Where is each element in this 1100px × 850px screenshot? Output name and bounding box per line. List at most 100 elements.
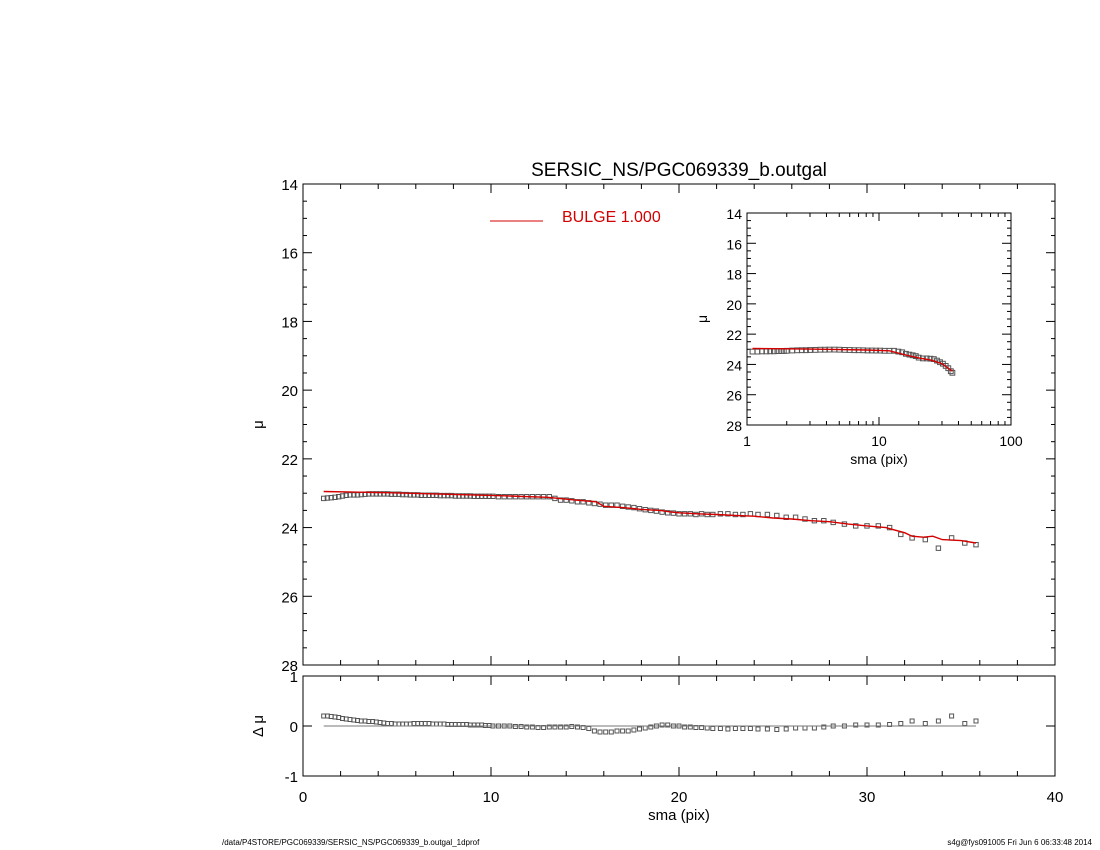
data-point xyxy=(552,724,558,730)
y-tick-label: 22 xyxy=(726,327,742,343)
plot-area xyxy=(749,346,956,376)
data-point xyxy=(619,503,626,510)
data-point xyxy=(475,493,481,500)
data-point xyxy=(575,724,580,730)
data-point xyxy=(471,493,477,500)
data-point xyxy=(377,491,383,497)
data-point xyxy=(898,721,904,726)
data-point xyxy=(864,722,870,728)
model-line xyxy=(752,347,953,372)
data-point xyxy=(586,726,592,731)
data-point xyxy=(569,498,575,504)
data-point xyxy=(935,718,941,724)
data-point xyxy=(373,491,380,497)
data-point xyxy=(482,493,489,500)
data-point xyxy=(614,728,620,734)
data-point xyxy=(384,491,391,497)
y-axis-label: Δ μ xyxy=(250,715,267,737)
data-point xyxy=(803,347,809,354)
data-point xyxy=(546,724,552,730)
data-point xyxy=(909,718,915,724)
data-point xyxy=(798,347,805,354)
data-point xyxy=(456,493,462,499)
data-point xyxy=(764,511,771,518)
data-point xyxy=(369,491,376,497)
data-point xyxy=(603,502,609,508)
data-point xyxy=(875,722,881,728)
data-point xyxy=(381,491,387,497)
data-point xyxy=(793,725,799,731)
data-point xyxy=(962,721,968,726)
data-point xyxy=(495,494,502,500)
data-point xyxy=(717,726,723,731)
data-point xyxy=(774,727,780,732)
data-point xyxy=(665,510,671,516)
data-point xyxy=(682,724,688,730)
data-point xyxy=(725,511,731,517)
data-point xyxy=(949,713,955,719)
x-tick-label: 1 xyxy=(743,433,751,449)
legend-label: BULGE 1.000 xyxy=(562,209,661,226)
y-tick-label: 24 xyxy=(281,521,298,538)
x-tick-label: 30 xyxy=(859,789,876,806)
data-point xyxy=(922,721,928,726)
data-point xyxy=(490,493,496,500)
data-point xyxy=(973,718,979,724)
data-point xyxy=(478,493,485,500)
data-point xyxy=(764,726,770,732)
y-axis-label: μ xyxy=(694,315,710,323)
data-point xyxy=(922,536,928,543)
y-tick-label: 18 xyxy=(726,267,742,283)
y-tick-label: -1 xyxy=(285,769,298,786)
data-point xyxy=(467,493,474,499)
data-point xyxy=(659,722,665,728)
y-tick-label: 26 xyxy=(281,589,298,606)
data-point xyxy=(807,347,813,353)
x-axis-label: sma (pix) xyxy=(850,451,908,467)
data-point xyxy=(524,724,530,730)
data-point xyxy=(725,726,731,732)
y-tick-label: 14 xyxy=(726,206,742,222)
inset-panel: 1 10 100 14 16 18 20 22 24 26 28 μ sma (pix) xyxy=(694,206,1023,467)
data-point xyxy=(343,492,349,499)
y-tick-label: 16 xyxy=(281,246,298,263)
data-point xyxy=(665,722,671,728)
data-point xyxy=(740,511,746,518)
data-point xyxy=(875,523,881,529)
footer-timestamp: s4g@fys091005 Fri Jun 6 06:33:48 2014 xyxy=(947,838,1092,847)
data-point xyxy=(774,512,780,519)
data-point xyxy=(747,726,753,731)
data-point xyxy=(396,491,402,497)
plot-area xyxy=(321,713,979,735)
data-point xyxy=(620,728,626,734)
data-point xyxy=(415,492,421,498)
y-tick-label: 14 xyxy=(281,177,298,194)
plot-area xyxy=(321,490,979,551)
data-point xyxy=(710,726,716,731)
data-point xyxy=(501,494,507,500)
data-point xyxy=(802,725,808,731)
data-point xyxy=(895,348,902,355)
data-point xyxy=(563,497,569,503)
y-tick-label: 16 xyxy=(726,236,742,252)
x-tick-label: 20 xyxy=(671,789,688,806)
data-point xyxy=(653,508,660,514)
data-point xyxy=(717,511,724,517)
data-point xyxy=(486,493,492,500)
data-point xyxy=(445,492,451,499)
y-tick-label: 18 xyxy=(281,314,298,331)
data-point xyxy=(687,724,693,730)
y-tick-label: 20 xyxy=(726,297,742,313)
data-point xyxy=(403,491,410,498)
y-axis-label: μ xyxy=(250,420,267,429)
data-point xyxy=(591,728,597,734)
data-point xyxy=(631,727,637,733)
y-tick-label: 28 xyxy=(726,418,742,434)
data-point xyxy=(648,724,654,730)
data-point xyxy=(332,494,338,501)
main-panel: 14 16 18 20 22 24 26 28 μ BULGE 1.000 xyxy=(250,177,1056,675)
data-point xyxy=(563,724,569,730)
data-point xyxy=(676,511,682,517)
